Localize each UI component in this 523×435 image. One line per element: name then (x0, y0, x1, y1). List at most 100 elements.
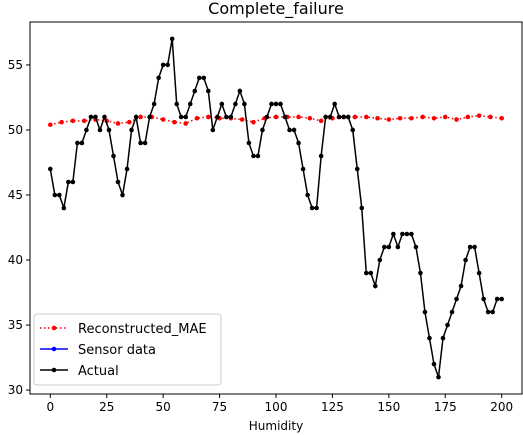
series-point-2 (133, 114, 139, 120)
x-tick-label: 175 (434, 400, 457, 414)
series-point-0 (115, 121, 121, 126)
series-point-2 (129, 127, 134, 133)
series-point-0 (296, 114, 301, 120)
series-point-2 (233, 101, 238, 107)
series-point-2 (345, 114, 351, 120)
x-tick-label: 25 (99, 400, 114, 414)
chart-title: Complete_failure (208, 0, 344, 19)
series-point-2 (363, 270, 369, 276)
x-tick-label: 0 (46, 400, 54, 414)
series-point-2 (70, 179, 76, 185)
series-point-0 (397, 115, 403, 121)
series-point-2 (237, 88, 243, 94)
series-point-0 (307, 115, 313, 121)
series-line-0 (50, 114, 502, 126)
series-point-2 (296, 140, 301, 146)
series-point-2 (449, 309, 455, 315)
series-point-0 (431, 115, 437, 121)
legend-label: Actual (78, 364, 119, 379)
x-tick-label: 150 (377, 400, 400, 414)
series-point-2 (309, 205, 315, 211)
series-point-2 (160, 62, 166, 68)
series-point-2 (183, 114, 189, 120)
series-point-0 (454, 117, 459, 122)
series-point-2 (382, 244, 387, 250)
series-point-0 (183, 121, 189, 126)
series-point-0 (318, 118, 324, 124)
series-point-2 (79, 140, 85, 146)
series-point-2 (269, 101, 274, 107)
series-point-2 (386, 244, 392, 250)
x-tick-label: 75 (212, 400, 227, 414)
series-point-2 (174, 101, 179, 107)
legend: Reconstructed_MAE Sensor data Actual (33, 313, 222, 386)
series-point-2 (404, 231, 410, 237)
series-point-0 (70, 118, 76, 124)
series-point-0 (476, 113, 482, 118)
series-point-2 (445, 322, 450, 328)
series-point-2 (287, 127, 292, 133)
series-point-2 (106, 127, 112, 133)
series-point-0 (420, 114, 426, 120)
series-point-2 (242, 101, 247, 107)
series-point-2 (413, 244, 419, 250)
series-point-2 (246, 140, 252, 146)
series-point-0 (205, 114, 211, 120)
series-point-2 (124, 166, 130, 172)
series-point-2 (57, 192, 62, 198)
series-point-0 (239, 117, 245, 122)
series-point-2 (395, 244, 401, 250)
legend-swatch-marker (51, 367, 57, 373)
series-point-2 (210, 127, 216, 133)
series-point-2 (458, 283, 464, 289)
series-point-0 (386, 117, 392, 122)
series-point-2 (61, 205, 67, 211)
series-point-2 (215, 114, 220, 120)
series-point-2 (138, 140, 143, 146)
y-axis: 30 35 40 45 50 55 (8, 58, 30, 397)
plot-area (48, 36, 504, 380)
series-point-2 (373, 283, 378, 289)
series-point-2 (75, 140, 80, 146)
legend-swatch-marker (51, 346, 57, 352)
series-point-2 (224, 114, 229, 120)
series-point-2 (120, 192, 125, 198)
series-point-2 (115, 179, 121, 185)
series-point-2 (391, 231, 396, 237)
series-point-2 (165, 62, 170, 68)
y-tick-label: 40 (8, 253, 23, 267)
series-point-2 (300, 166, 306, 172)
series-point-2 (260, 127, 265, 133)
series-point-2 (494, 296, 500, 302)
series-point-2 (169, 36, 175, 42)
x-tick-label: 200 (490, 400, 513, 414)
series-point-0 (48, 122, 53, 128)
series-point-2 (66, 179, 71, 185)
series-point-0 (273, 114, 279, 120)
x-tick-label: 50 (156, 400, 171, 414)
series-point-2 (147, 114, 152, 120)
series-point-2 (205, 88, 211, 94)
series-point-2 (318, 153, 324, 159)
series-point-2 (431, 361, 437, 367)
series-point-2 (409, 231, 414, 237)
series-point-2 (427, 335, 432, 341)
series-point-2 (156, 75, 161, 81)
series-point-2 (368, 270, 374, 276)
x-axis: 0 25 50 75 100 125 150 175 200 (46, 394, 513, 414)
series-point-2 (291, 127, 297, 133)
series-point-2 (228, 114, 234, 120)
series-point-2 (264, 114, 270, 120)
series-point-0 (59, 119, 64, 125)
series-point-2 (102, 114, 107, 120)
series-point-0 (363, 114, 369, 120)
series-point-2 (314, 205, 319, 211)
series-point-0 (194, 115, 200, 121)
series-point-2 (327, 114, 333, 120)
y-tick-label: 50 (8, 123, 23, 137)
series-point-2 (454, 296, 459, 302)
series-point-2 (178, 114, 184, 120)
series-point-2 (219, 101, 225, 107)
series-point-0 (409, 115, 414, 121)
